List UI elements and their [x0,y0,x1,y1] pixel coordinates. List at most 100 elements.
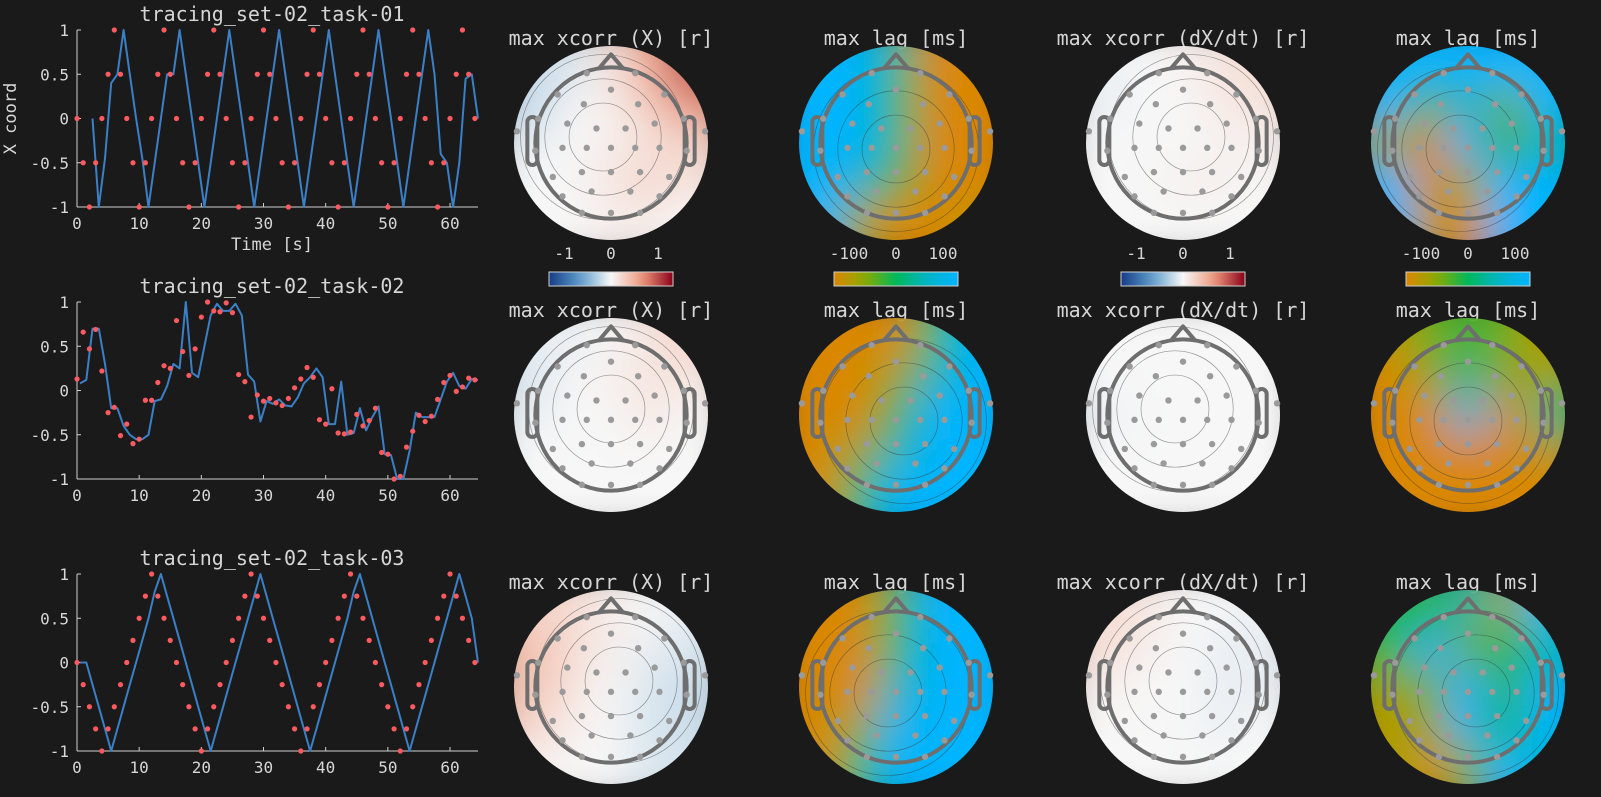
target-point [99,115,105,122]
electrode [632,688,639,696]
electrode [907,669,914,676]
y-tick-label: -1 [50,470,69,489]
electrode [1464,481,1472,489]
target-point [198,115,204,122]
electrode [1179,440,1187,448]
electrode [878,669,885,676]
electrode [1085,400,1093,407]
heatmap-cell [1241,706,1280,746]
electrode [873,188,880,195]
heatmap-cell [954,706,993,746]
heatmap-cell [1371,706,1410,746]
target-point [466,637,472,643]
x-tick-label: 50 [378,214,397,233]
target-point [117,682,124,688]
electrode [680,659,687,666]
target-point [149,115,155,122]
target-point [316,71,323,77]
target-point [360,27,366,33]
target-point [354,71,360,77]
target-point [385,704,391,710]
electrode [1464,209,1472,217]
electrode [564,664,571,671]
electrode [634,645,642,652]
heatmap-cell [1487,706,1527,746]
electrode [554,91,561,98]
heatmap-cell [1241,356,1280,396]
colorbar-tick-label: 0 [1178,244,1188,263]
electrode [1208,440,1216,448]
electrode [636,209,644,217]
target-point [347,115,354,122]
electrode [936,664,943,671]
target-point [124,421,130,427]
target-point [329,637,335,643]
electrode [1223,664,1230,671]
heatmap-cell [1163,162,1203,202]
electrode [1126,91,1133,98]
target-point [111,704,117,710]
target-point [93,726,99,732]
electrode [1131,737,1138,744]
electrode [559,737,566,744]
electrode [1194,669,1201,676]
electrode [1508,664,1515,671]
electrode [1508,120,1515,127]
electrode [1204,144,1211,152]
electrode [1136,664,1143,671]
electrode [1416,465,1423,472]
electrode [1150,440,1158,448]
heatmap-cell [1409,123,1449,163]
electrode [798,128,806,135]
electrode [651,392,658,399]
electrode [1150,753,1158,761]
heatmap-cell [1371,162,1410,202]
electrode [1228,144,1235,152]
electrode [1558,672,1566,679]
electrode [1179,358,1187,365]
heatmap-cell [799,745,838,784]
electrode [656,193,663,200]
electrode [1150,209,1158,217]
electrode [946,635,953,642]
electrode [868,688,875,696]
target-point [316,417,323,423]
topomap-1-2: max lag [ms]-100 0 100 [798,26,994,287]
nose [1454,596,1482,614]
target-point [117,71,124,77]
y-tick-label: 0 [59,382,69,401]
nose [882,324,910,342]
electrode [1136,392,1143,399]
target-point [441,593,447,599]
electrode [607,86,615,93]
electrode [941,144,948,152]
target-point [410,27,416,33]
target-point [260,398,267,404]
electrode [1493,481,1501,489]
heatmap-cell [1124,434,1164,474]
x-tick-label: 0 [72,214,82,233]
heatmap-cell [552,706,592,746]
electrode [1416,737,1423,744]
electrode [578,753,586,761]
electrode [844,144,851,152]
heatmap-cell [669,745,708,784]
heatmap-cell [591,434,631,474]
electrode [817,691,824,698]
electrode [1489,613,1496,621]
electrode [1273,400,1281,407]
electrode [1252,659,1259,666]
electrode [1204,69,1211,77]
heatmap-cell [1202,434,1242,474]
heatmap-cell [552,434,592,474]
target-point [167,365,173,371]
electrode [661,91,668,98]
electrode [578,481,586,489]
topomap-1-3: max xcorr (dX/dt) [r]-1 0 1 [1057,26,1309,287]
electrode [1150,712,1158,720]
target-point [217,309,223,315]
electrode [656,465,663,472]
target-point [403,726,410,732]
target-point [434,615,441,621]
electrode [559,193,566,200]
